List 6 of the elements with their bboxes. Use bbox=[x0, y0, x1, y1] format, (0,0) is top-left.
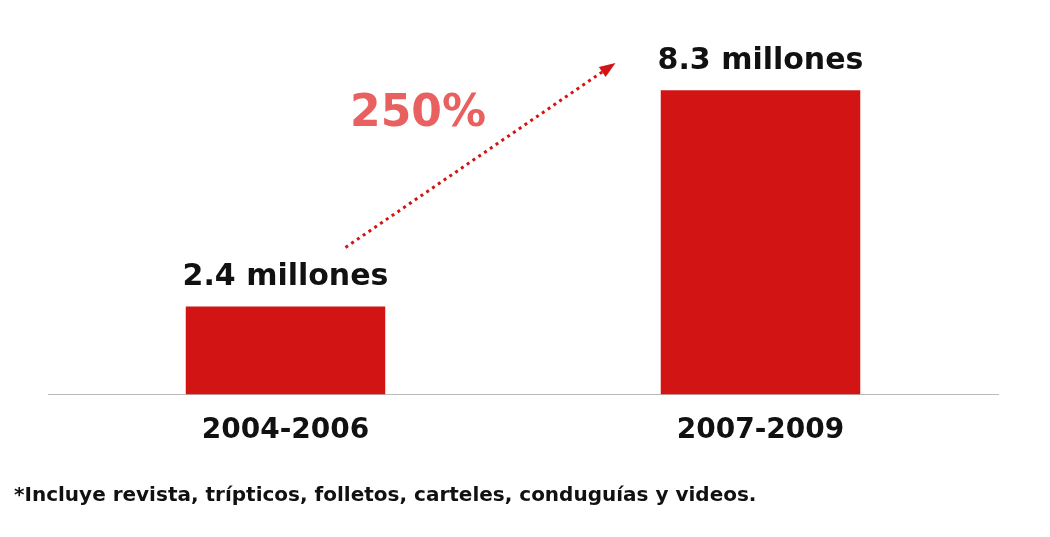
data-label: 2.4 millones bbox=[182, 257, 389, 293]
data-label: 8.3 millones bbox=[657, 41, 864, 77]
annotation: 250% bbox=[350, 85, 486, 137]
x-tick-label: 2004-2006 bbox=[201, 412, 370, 446]
x-tick-label: 2007-2009 bbox=[676, 412, 845, 446]
text: *Incluye revista, trípticos, folletos, carteles, conduguías y videos. bbox=[13, 481, 758, 508]
